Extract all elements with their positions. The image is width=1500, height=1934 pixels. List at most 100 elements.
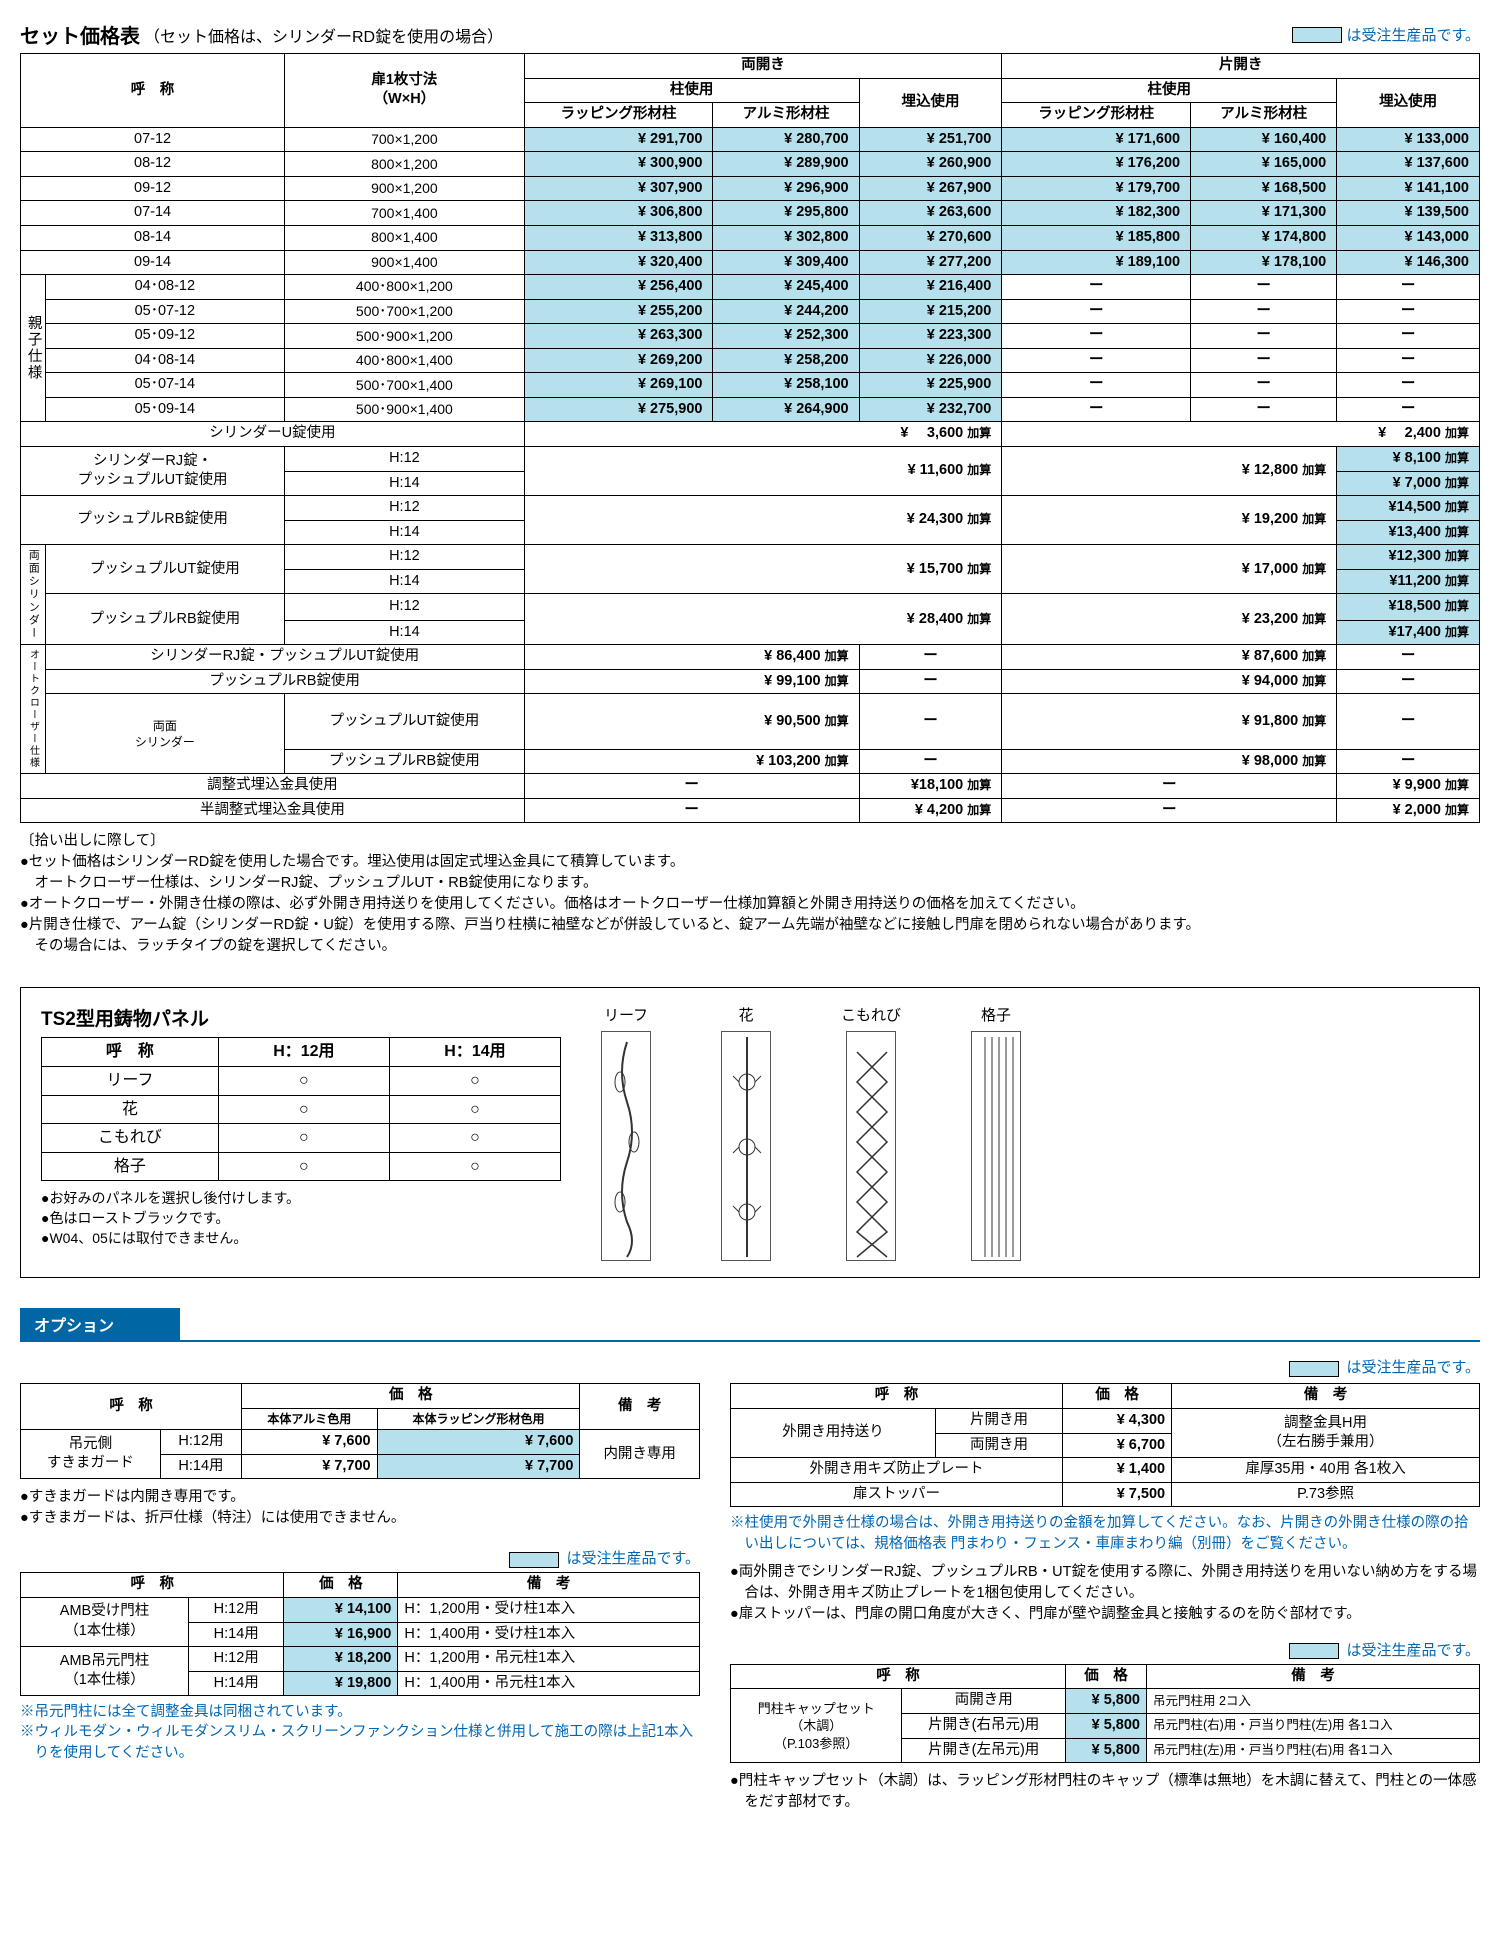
cell-dash: ー (859, 694, 1002, 749)
opt-row: AMB受け門柱（1本仕様）H:12用¥ 14,100H：1,200用・受け柱1本… (21, 1597, 700, 1622)
oyako-row: 05･07-14500･700×1,400¥ 269,100¥ 258,100¥… (21, 373, 1480, 398)
cell-price: ¥ 98,000 加算 (1002, 749, 1337, 774)
cell-dash: ー (1191, 397, 1337, 422)
panel-mark: ○ (218, 1152, 389, 1181)
cell-dim: 900×1,200 (285, 176, 525, 201)
cell-price: ¥ 168,500 (1191, 176, 1337, 201)
cell-price: ¥ 291,700 (524, 127, 713, 152)
cell-name: 09-12 (21, 176, 285, 201)
price-row: 07-12700×1,200¥ 291,700¥ 280,700¥ 251,70… (21, 127, 1480, 152)
cell-price: ¥ 302,800 (713, 225, 859, 250)
panel-name: 花 (42, 1095, 219, 1124)
cell-dash: ー (859, 749, 1002, 774)
cell-price: ¥ 174,800 (1191, 225, 1337, 250)
cell-price: ¥ 215,200 (859, 299, 1002, 324)
cell-dim: 500･700×1,400 (285, 373, 525, 398)
cell-dim: 400･800×1,400 (285, 348, 525, 373)
opt2-notes: ●両外開きでシリンダーRJ錠、プッシュプルRB・UT錠を使用する際に、外開き用持… (730, 1562, 1480, 1625)
panel-th: 呼 称 (42, 1038, 219, 1067)
cell-dash: ー (1337, 348, 1480, 373)
cell-note: 内開き専用 (580, 1430, 700, 1479)
auto-sub: シリンダーRJ錠・プッシュプルUT錠使用 (45, 645, 524, 670)
note-line: ※ウィルモダン・ウィルモダンスリム・スクリーンファンクション仕様と併用して施工の… (20, 1722, 700, 1763)
panel-row: 格子○○ (42, 1152, 561, 1181)
cell-price: ¥ 2,400 加算 (1002, 422, 1480, 447)
cell-price: ¥ 19,800 (284, 1671, 398, 1696)
panel-left: TS2型用鋳物パネル 呼 称H：12用H：14用リーフ○○花○○こもれび○○格子… (41, 1004, 561, 1261)
cell-price: ¥ 232,700 (859, 397, 1002, 422)
panel-image: こもれび (841, 1004, 901, 1261)
price-row: 08-12800×1,200¥ 300,900¥ 289,900¥ 260,90… (21, 152, 1480, 177)
auto-both-label: 両面シリンダー (45, 694, 285, 774)
cell-dash: ー (1337, 645, 1480, 670)
auto-sub: プッシュプルRB錠使用 (45, 669, 524, 694)
cell-price: ¥ 87,600 加算 (1002, 645, 1337, 670)
cell-dim: 800×1,400 (285, 225, 525, 250)
th: 価 格 (1066, 1664, 1147, 1689)
cell-price: ¥ 275,900 (524, 397, 713, 422)
th-sub: 本体アルミ色用 (242, 1409, 377, 1430)
panel-row: こもれび○○ (42, 1124, 561, 1153)
cell-price: ¥ 23,200 加算 (1002, 594, 1337, 645)
cell-h: H:12用 (189, 1647, 284, 1672)
opt-row: AMB吊元門柱（1本仕様）H:12用¥ 18,200H：1,200用・吊元柱1本… (21, 1647, 700, 1672)
cell-name: 07-12 (21, 127, 285, 152)
oyako-row: 05･09-12500･900×1,200¥ 263,300¥ 252,300¥… (21, 324, 1480, 349)
panel-row: 花○○ (42, 1095, 561, 1124)
opt-row: 扉ストッパー¥ 7,500P.73参照 (731, 1482, 1480, 1507)
adj-row: 調整式埋込金具使用ー¥18,100 加算ー¥ 9,900 加算 (21, 774, 1480, 799)
price-row: 09-14900×1,400¥ 320,400¥ 309,400¥ 277,20… (21, 250, 1480, 275)
cell-dash: ー (1337, 694, 1480, 749)
cell-note: 吊元門柱(左)用・戸当り門柱(右)用 各1コ入 (1147, 1738, 1480, 1763)
cell-price: ¥ 256,400 (524, 275, 713, 300)
cell-price: ¥ 90,500 加算 (524, 694, 859, 749)
cell-price: ¥ 5,800 (1066, 1738, 1147, 1763)
legend3: は受注生産品です。 (20, 1547, 700, 1568)
panel-image: 格子 (971, 1004, 1021, 1261)
panel-img-label: こもれび (841, 1004, 901, 1025)
page-subtitle: （セット価格は、シリンダーRD錠を使用の場合） (144, 23, 503, 47)
auto-label: オートクローザー仕様 (21, 645, 46, 774)
price-row: 07-14700×1,400¥ 306,800¥ 295,800¥ 263,60… (21, 201, 1480, 226)
cell-price: ¥14,500 加算 (1337, 496, 1480, 521)
lock-row: プッシュプルRB錠使用H:12¥ 24,300 加算¥ 19,200 加算¥14… (21, 496, 1480, 521)
cell-dash: ー (524, 774, 859, 799)
cell-dash: ー (1002, 774, 1337, 799)
cell-price: ¥ 141,100 (1337, 176, 1480, 201)
th-lap: ラッピング形材柱 (1002, 103, 1191, 128)
opt-label: 外開き用持送り (731, 1409, 936, 1458)
cell-dash: ー (1002, 348, 1191, 373)
note-line: ●片開き仕様で、アーム錠（シリンダーRD錠・U錠）を使用する際、戸当り柱横に袖壁… (20, 915, 1480, 936)
title-row: セット価格表 （セット価格は、シリンダーRD錠を使用の場合） は受注生産品です。 (20, 20, 1480, 49)
th-embed: 埋込使用 (1337, 78, 1480, 127)
th: 呼 称 (731, 1664, 1066, 1689)
note-line: ●セット価格はシリンダーRD錠を使用した場合です。埋込使用は固定式埋込金具にて積… (20, 852, 1480, 873)
cell-note: H：1,200用・吊元柱1本入 (398, 1647, 700, 1672)
note-line: ●両外開きでシリンダーRJ錠、プッシュプルRB・UT錠を使用する際に、外開き用持… (730, 1562, 1480, 1604)
cell-price: ¥ 223,300 (859, 324, 1002, 349)
opt-label: 吊元側すきまガード (21, 1430, 161, 1479)
cell-dash: ー (1337, 749, 1480, 774)
cell-price: ¥ 18,200 (284, 1647, 398, 1672)
th-sub: 本体ラッピング形材色用 (377, 1409, 580, 1430)
note-line: ●すきまガードは内開き専用です。 (20, 1487, 700, 1508)
cell-dash: ー (1002, 275, 1191, 300)
lock-label: プッシュプルRB錠使用 (21, 496, 285, 545)
cell-h: H:14 (285, 620, 525, 645)
cell-price: ¥ 12,800 加算 (1002, 447, 1337, 496)
auto-row: オートクローザー仕様シリンダーRJ錠・プッシュプルUT錠使用¥ 86,400 加… (21, 645, 1480, 670)
th: 備 考 (580, 1384, 700, 1430)
cell-price: ¥ 7,600 (242, 1430, 377, 1455)
cell-price: ¥ 178,100 (1191, 250, 1337, 275)
cell-price: ¥ 4,200 加算 (859, 798, 1002, 823)
th: 呼 称 (21, 1573, 284, 1598)
cell-price: ¥ 6,700 (1063, 1433, 1172, 1458)
cell-name: 08-12 (21, 152, 285, 177)
cell-price: ¥12,300 加算 (1337, 545, 1480, 570)
legend-swatch (1289, 1361, 1339, 1377)
cell-dash: ー (1002, 373, 1191, 398)
panel-image: リーフ (601, 1004, 651, 1261)
ulock-row: シリンダーU錠使用¥ 3,600 加算¥ 2,400 加算 (21, 422, 1480, 447)
cell-dash: ー (1191, 275, 1337, 300)
cell-price: ¥ 133,000 (1337, 127, 1480, 152)
